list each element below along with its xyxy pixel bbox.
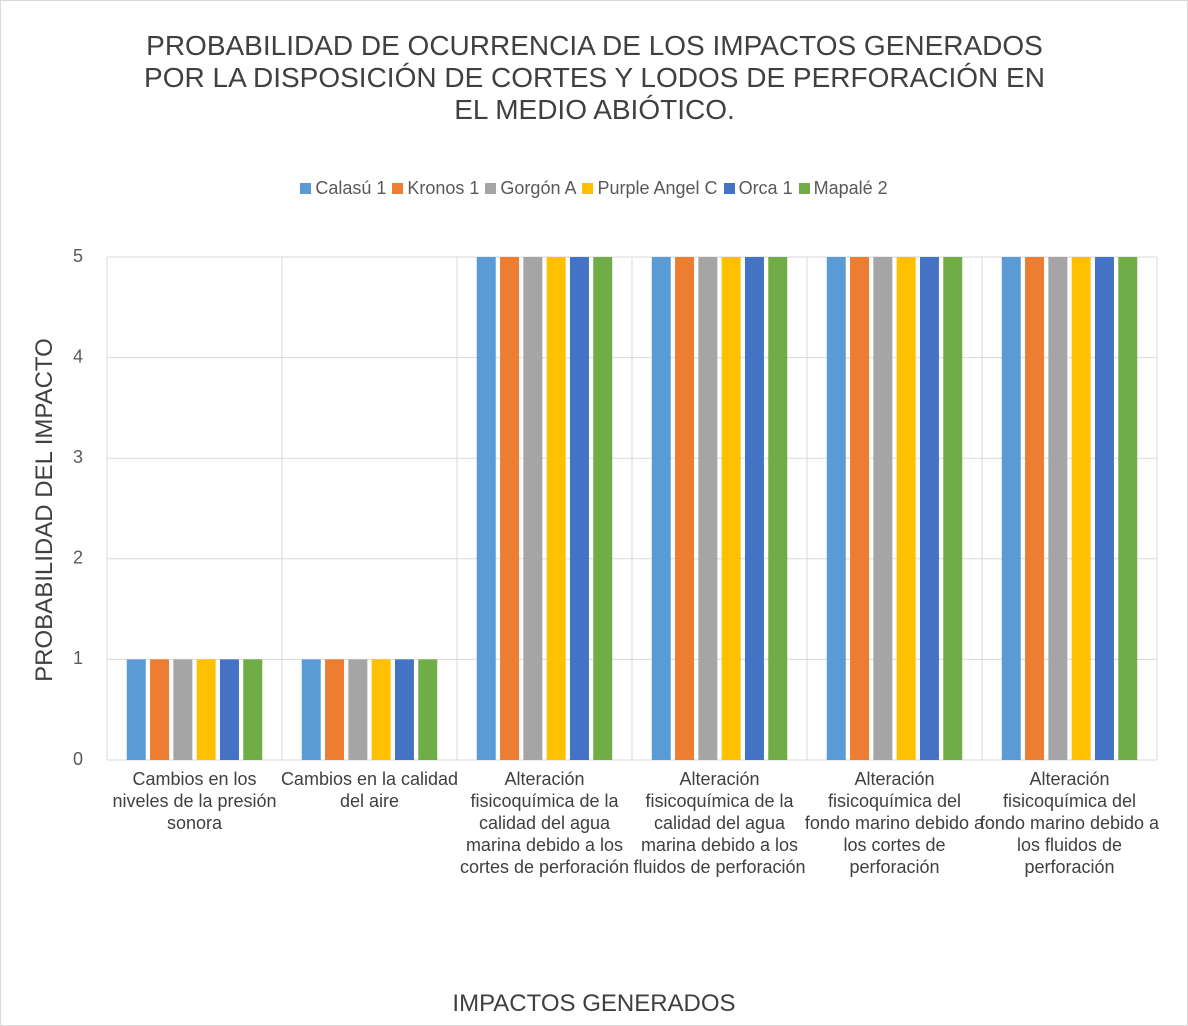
bar bbox=[768, 257, 788, 760]
bar bbox=[1118, 257, 1138, 760]
legend-swatch bbox=[485, 183, 497, 194]
bar bbox=[651, 257, 671, 760]
legend-label: Gorgón A bbox=[500, 178, 577, 198]
legend-swatch bbox=[300, 183, 312, 194]
bar bbox=[1048, 257, 1068, 760]
bar bbox=[593, 257, 613, 760]
legend-label: Mapalé 2 bbox=[813, 178, 888, 198]
legend-swatch bbox=[582, 183, 594, 194]
bar bbox=[523, 257, 543, 760]
legend-item: Kronos 1 bbox=[392, 178, 479, 199]
bar bbox=[301, 659, 321, 760]
bar bbox=[219, 659, 239, 760]
x-tick-label: Alteración fisicoquímica de la calidad d… bbox=[459, 769, 630, 877]
bar bbox=[348, 659, 368, 760]
legend-swatch bbox=[798, 183, 810, 194]
legend-item: Mapalé 2 bbox=[798, 178, 888, 199]
x-tick-label: Cambios en la calidad del aire bbox=[280, 769, 459, 811]
bar bbox=[721, 257, 741, 760]
legend-item: Gorgón A bbox=[485, 178, 576, 199]
bar bbox=[500, 257, 520, 760]
y-tick-label: 0 bbox=[73, 749, 83, 769]
bar bbox=[418, 659, 438, 760]
x-tick-label: Alteración fisicoquímica del fondo marin… bbox=[804, 769, 985, 877]
bar bbox=[1071, 257, 1091, 760]
y-tick-label: 1 bbox=[73, 648, 83, 668]
legend: Calasú 1 Kronos 1 Gorgón A Purple Angel C Or… bbox=[0, 178, 1188, 199]
y-tick-label: 5 bbox=[73, 246, 83, 266]
legend-item: Purple Angel C bbox=[582, 178, 718, 199]
y-axis-label: PROBABILIDAD DEL IMPACTO bbox=[31, 338, 58, 682]
legend-label: Kronos 1 bbox=[407, 178, 480, 198]
x-axis-label: IMPACTOS GENERADOS bbox=[452, 990, 736, 1017]
legend-label: Orca 1 bbox=[738, 178, 793, 198]
y-tick-label: 4 bbox=[73, 346, 83, 366]
bar bbox=[896, 257, 916, 760]
bar bbox=[744, 257, 764, 760]
bar bbox=[850, 257, 870, 760]
bar bbox=[394, 659, 414, 760]
legend-swatch bbox=[392, 183, 404, 194]
legend-label: Purple Angel C bbox=[597, 178, 718, 198]
y-tick-label: 2 bbox=[73, 548, 83, 568]
bar bbox=[196, 659, 216, 760]
bar bbox=[173, 659, 193, 760]
bar bbox=[919, 257, 939, 760]
x-tick-label: Alteración fisicoquímica de la calidad d… bbox=[633, 769, 806, 877]
bar bbox=[1001, 257, 1021, 760]
bar bbox=[873, 257, 893, 760]
bar bbox=[698, 257, 718, 760]
bar bbox=[371, 659, 391, 760]
bar bbox=[546, 257, 566, 760]
legend-item: Calasú 1 bbox=[300, 178, 386, 199]
bar bbox=[476, 257, 496, 760]
bar bbox=[943, 257, 963, 760]
bar bbox=[569, 257, 589, 760]
legend-item: Orca 1 bbox=[723, 178, 793, 199]
bar bbox=[675, 257, 695, 760]
bar bbox=[243, 659, 263, 760]
bar bbox=[325, 659, 345, 760]
x-tick-label: Cambios en los niveles de la presión son… bbox=[112, 769, 277, 833]
y-tick-label: 3 bbox=[73, 447, 83, 467]
chart-title: PROBABILIDAD DE OCURRENCIA DE LOS IMPACT… bbox=[144, 30, 1045, 125]
bar bbox=[126, 659, 146, 760]
bar bbox=[1094, 257, 1114, 760]
bar bbox=[826, 257, 846, 760]
x-tick-label: Alteración fisicoquímica del fondo marin… bbox=[979, 769, 1160, 877]
bar bbox=[1025, 257, 1045, 760]
legend-swatch bbox=[723, 183, 735, 194]
legend-label: Calasú 1 bbox=[315, 178, 387, 198]
bar bbox=[150, 659, 170, 760]
